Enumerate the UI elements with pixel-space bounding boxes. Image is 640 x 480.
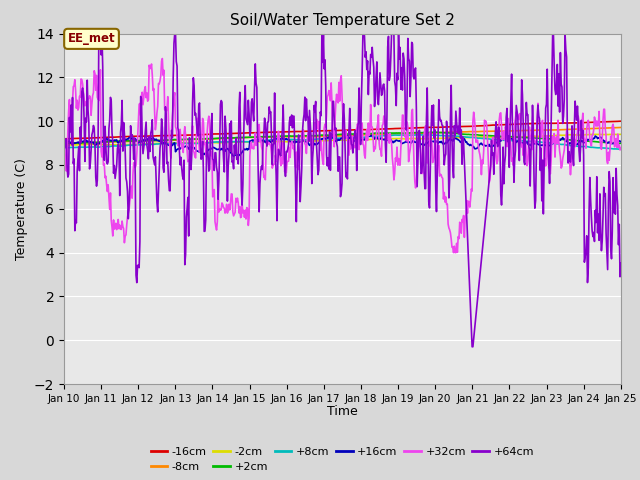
+32cm xyxy=(185,157,193,163)
+64cm xyxy=(185,233,193,239)
-16cm xyxy=(214,131,221,137)
-8cm xyxy=(184,137,192,143)
Line: -16cm: -16cm xyxy=(64,121,621,139)
+2cm xyxy=(127,138,135,144)
Text: EE_met: EE_met xyxy=(68,32,115,46)
+2cm xyxy=(214,135,221,141)
-8cm xyxy=(70,140,78,146)
-16cm xyxy=(426,124,434,130)
+16cm xyxy=(412,140,419,145)
-2cm xyxy=(184,140,192,145)
+16cm xyxy=(184,145,192,151)
+16cm xyxy=(365,132,372,138)
-16cm xyxy=(617,118,625,124)
-2cm xyxy=(127,142,135,147)
+8cm xyxy=(70,144,78,150)
-2cm xyxy=(60,142,68,148)
+2cm xyxy=(184,136,192,142)
+64cm xyxy=(468,344,476,349)
-8cm xyxy=(60,141,68,146)
-2cm xyxy=(410,135,418,141)
+16cm xyxy=(428,139,436,144)
Line: +16cm: +16cm xyxy=(64,135,621,156)
+32cm xyxy=(214,188,222,193)
+2cm xyxy=(432,129,440,135)
+16cm xyxy=(127,136,135,142)
+16cm xyxy=(214,146,221,152)
Title: Soil/Water Temperature Set 2: Soil/Water Temperature Set 2 xyxy=(230,13,455,28)
-8cm xyxy=(617,125,625,131)
+64cm xyxy=(95,31,102,36)
Y-axis label: Temperature (C): Temperature (C) xyxy=(15,158,28,260)
Line: +2cm: +2cm xyxy=(64,132,621,144)
Line: +32cm: +32cm xyxy=(64,59,621,252)
-2cm xyxy=(214,140,221,145)
+32cm xyxy=(411,179,419,184)
-16cm xyxy=(184,132,192,138)
+32cm xyxy=(70,83,78,88)
+8cm xyxy=(60,145,68,151)
+16cm xyxy=(617,139,625,144)
+16cm xyxy=(60,137,68,143)
-2cm xyxy=(426,136,434,142)
-16cm xyxy=(410,125,418,131)
-8cm xyxy=(127,139,135,144)
+64cm xyxy=(617,260,625,266)
+8cm xyxy=(410,132,418,138)
-8cm xyxy=(426,130,434,136)
+64cm xyxy=(411,67,419,72)
+8cm xyxy=(423,132,431,137)
-2cm xyxy=(617,132,625,137)
-2cm xyxy=(70,142,78,148)
+2cm xyxy=(426,130,434,135)
+64cm xyxy=(428,128,435,134)
Line: -8cm: -8cm xyxy=(64,128,621,144)
+32cm xyxy=(617,145,625,151)
+8cm xyxy=(428,132,435,138)
+2cm xyxy=(70,140,78,146)
X-axis label: Time: Time xyxy=(327,405,358,418)
Legend: -16cm, -8cm, -2cm, +2cm, +8cm, +16cm, +32cm, +64cm: -16cm, -8cm, -2cm, +2cm, +8cm, +16cm, +3… xyxy=(147,442,538,477)
-16cm xyxy=(127,133,135,139)
+8cm xyxy=(127,143,135,148)
+2cm xyxy=(60,140,68,146)
+64cm xyxy=(70,156,78,162)
-16cm xyxy=(70,135,78,141)
+32cm xyxy=(428,139,435,144)
-8cm xyxy=(214,136,221,142)
+8cm xyxy=(617,146,625,152)
+2cm xyxy=(617,141,625,146)
+32cm xyxy=(127,183,135,189)
+8cm xyxy=(214,139,221,145)
+8cm xyxy=(184,141,192,146)
-8cm xyxy=(410,131,418,136)
+2cm xyxy=(410,130,418,135)
+64cm xyxy=(128,132,136,138)
+64cm xyxy=(60,146,68,152)
+32cm xyxy=(159,56,166,61)
-16cm xyxy=(60,136,68,142)
+64cm xyxy=(214,196,222,202)
Line: +64cm: +64cm xyxy=(64,34,621,347)
Line: -2cm: -2cm xyxy=(64,134,621,145)
Line: +8cm: +8cm xyxy=(64,134,621,149)
+32cm xyxy=(450,250,458,255)
+16cm xyxy=(230,154,237,159)
+16cm xyxy=(70,140,78,146)
+32cm xyxy=(60,132,68,138)
